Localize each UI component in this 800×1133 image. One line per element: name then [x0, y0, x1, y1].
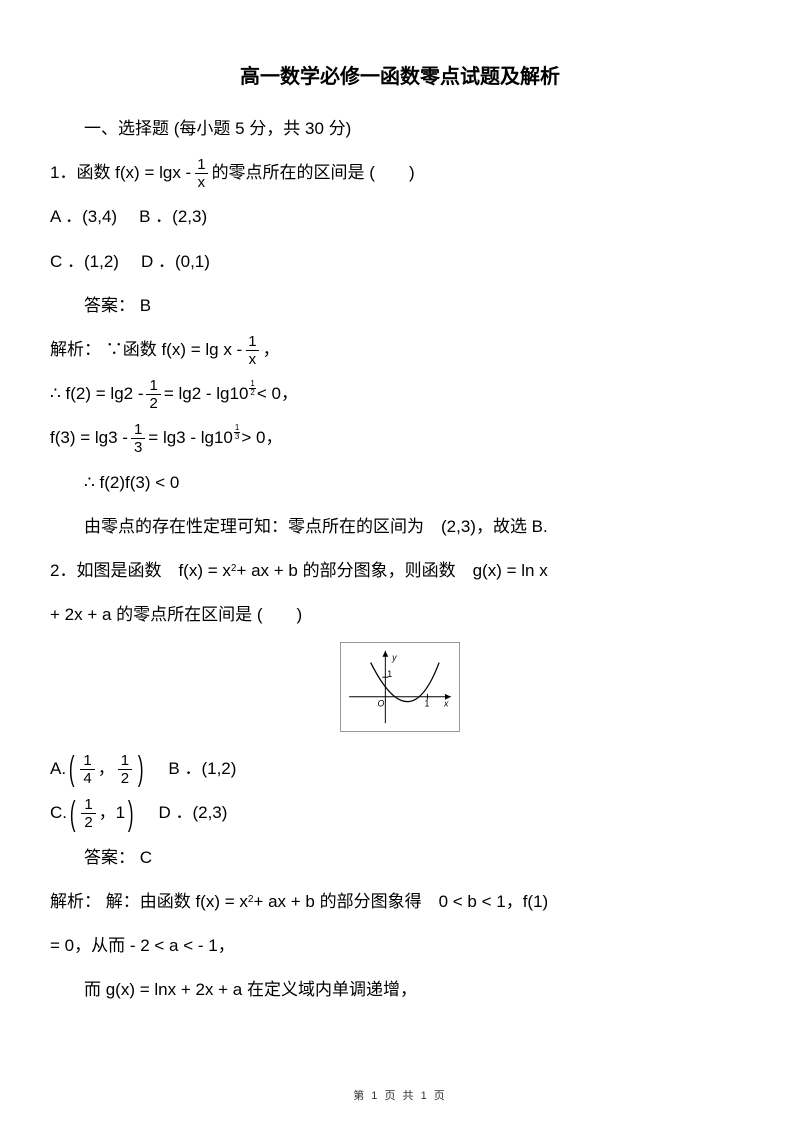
- exp-1-over-3: 1 3: [234, 424, 240, 441]
- q1-stem: 1．函数 f(x) = lgx - 1 x 的零点所在的区间是 ( ): [50, 151, 750, 195]
- q2-stem-b: + ax + b 的部分图象，则函数 g(x) = ln x: [236, 549, 547, 593]
- q1-sol3-b: = lg3 - lg10: [148, 416, 233, 460]
- frac-1-over-x: 1 x: [194, 157, 208, 190]
- q1-answer: 答案： B: [50, 284, 750, 328]
- interval-1-2-1: ( 1 2 ，1 ): [67, 791, 136, 835]
- sq-exp: 2: [231, 556, 237, 582]
- frac-1-over-2: 1 2: [146, 378, 160, 411]
- frac-den: 2: [81, 813, 95, 830]
- page-footer: 第 1 页 共 1 页: [0, 1087, 800, 1103]
- right-paren-icon: ): [128, 797, 134, 831]
- frac-num: 1: [245, 334, 259, 350]
- frac-1-over-3: 1 3: [131, 422, 145, 455]
- frac-num: 1: [194, 157, 208, 173]
- q2-opt-d: D ．(2,3): [158, 791, 227, 835]
- exp-num: 1: [234, 424, 240, 432]
- frac-den: 2: [118, 769, 132, 786]
- q1-sol1-a: 解析： ∵函数 f(x) = lg x -: [50, 328, 242, 372]
- frac-den: 2: [146, 394, 160, 411]
- q2-sol-1: 解析： 解：由函数 f(x) = x2 + ax + b 的部分图象得 0 < …: [50, 880, 750, 924]
- q1-sol-4: ∴ f(2)f(3) < 0: [50, 461, 750, 505]
- q2-opt-a-label: A.: [50, 747, 66, 791]
- exp-1-over-2: 1 2: [249, 380, 255, 397]
- q2-stem-1: 2．如图是函数 f(x) = x2 + ax + b 的部分图象，则函数 g(x…: [50, 549, 750, 593]
- frac-1-over-2: 1 2: [118, 753, 132, 786]
- left-paren-icon: (: [69, 752, 75, 786]
- q1-sol2-b: = lg2 - lg10: [164, 372, 249, 416]
- sq-exp: 2: [248, 887, 254, 913]
- q2-sol1-a: 解析： 解：由函数 f(x) = x: [50, 880, 248, 924]
- q2-answer: 答案： C: [50, 836, 750, 880]
- q1-stem-a: 1．函数 f(x) = lgx -: [50, 151, 191, 195]
- parabola-graph-icon: O y 1 1 x: [340, 642, 460, 732]
- frac-num: 1: [80, 753, 94, 769]
- frac-den: 4: [80, 769, 94, 786]
- frac-num: 1: [146, 378, 160, 394]
- svg-text:1: 1: [424, 699, 429, 709]
- interval-1-4-1-2: ( 1 4 ， 1 2 ): [66, 747, 146, 791]
- q1-sol2-a: ∴ f(2) = lg2 -: [50, 372, 143, 416]
- frac-num: 1: [118, 753, 132, 769]
- q2-opt-c-label: C.: [50, 791, 67, 835]
- q1-sol2-c: < 0，: [257, 372, 298, 416]
- q1-opt-b: B ．(2,3): [139, 195, 207, 239]
- svg-text:y: y: [391, 653, 397, 663]
- interval-end: ，1: [99, 791, 125, 835]
- q2-stem-a: 2．如图是函数 f(x) = x: [50, 549, 231, 593]
- q1-opt-c: C ．(1,2): [50, 240, 119, 284]
- right-paren-icon: ): [138, 752, 144, 786]
- frac-1-over-x: 1 x: [245, 334, 259, 367]
- q1-sol-5: 由零点的存在性定理可知：零点所在的区间为 (2,3)，故选 B.: [50, 505, 750, 549]
- q1-opt-a: A ．(3,4): [50, 195, 117, 239]
- q2-sol-3: 而 g(x) = lnx + 2x + a 在定义域内单调递增，: [50, 968, 750, 1012]
- frac-num: 1: [81, 797, 95, 813]
- q1-opt-d: D ．(0,1): [141, 240, 210, 284]
- q1-sol1-b: ，: [263, 328, 280, 372]
- frac-num: 1: [131, 422, 145, 438]
- section-heading: 一、选择题 (每小题 5 分，共 30 分): [50, 107, 750, 151]
- q1-sol-3: f(3) = lg3 - 1 3 = lg3 - lg10 1 3 > 0，: [50, 416, 750, 460]
- q2-graph: O y 1 1 x: [50, 642, 750, 737]
- frac-den: x: [246, 350, 260, 367]
- frac-1-over-4: 1 4: [80, 753, 94, 786]
- q2-opt-b: B ．(1,2): [168, 747, 236, 791]
- q2-options-cd: C. ( 1 2 ，1 ) D ．(2,3): [50, 791, 750, 835]
- exp-den: 3: [234, 432, 240, 441]
- svg-text:O: O: [378, 699, 385, 709]
- q2-options-ab: A. ( 1 4 ， 1 2 ) B ．(1,2): [50, 747, 750, 791]
- comma: ，: [98, 747, 115, 791]
- left-paren-icon: (: [70, 797, 76, 831]
- q1-sol-1: 解析： ∵函数 f(x) = lg x - 1 x ，: [50, 328, 750, 372]
- q1-options-ab: A ．(3,4) B ．(2,3): [50, 195, 750, 239]
- q2-stem-2: + 2x + a 的零点所在区间是 ( ): [50, 593, 750, 637]
- exp-num: 1: [249, 380, 255, 388]
- exp-den: 2: [249, 388, 255, 397]
- q1-sol3-a: f(3) = lg3 -: [50, 416, 128, 460]
- svg-text:1: 1: [387, 669, 392, 679]
- q1-options-cd: C ．(1,2) D ．(0,1): [50, 240, 750, 284]
- q2-sol-2: = 0，从而 - 2 < a < - 1，: [50, 924, 750, 968]
- frac-den: x: [195, 173, 209, 190]
- q1-sol3-c: > 0，: [241, 416, 282, 460]
- q2-sol1-b: + ax + b 的部分图象得 0 < b < 1，f(1): [253, 880, 548, 924]
- q1-sol-2: ∴ f(2) = lg2 - 1 2 = lg2 - lg10 1 2 < 0，: [50, 372, 750, 416]
- q1-stem-b: 的零点所在的区间是 ( ): [212, 151, 415, 195]
- frac-den: 3: [131, 438, 145, 455]
- svg-text:x: x: [443, 699, 449, 709]
- page-title: 高一数学必修一函数零点试题及解析: [50, 60, 750, 89]
- frac-1-over-2: 1 2: [81, 797, 95, 830]
